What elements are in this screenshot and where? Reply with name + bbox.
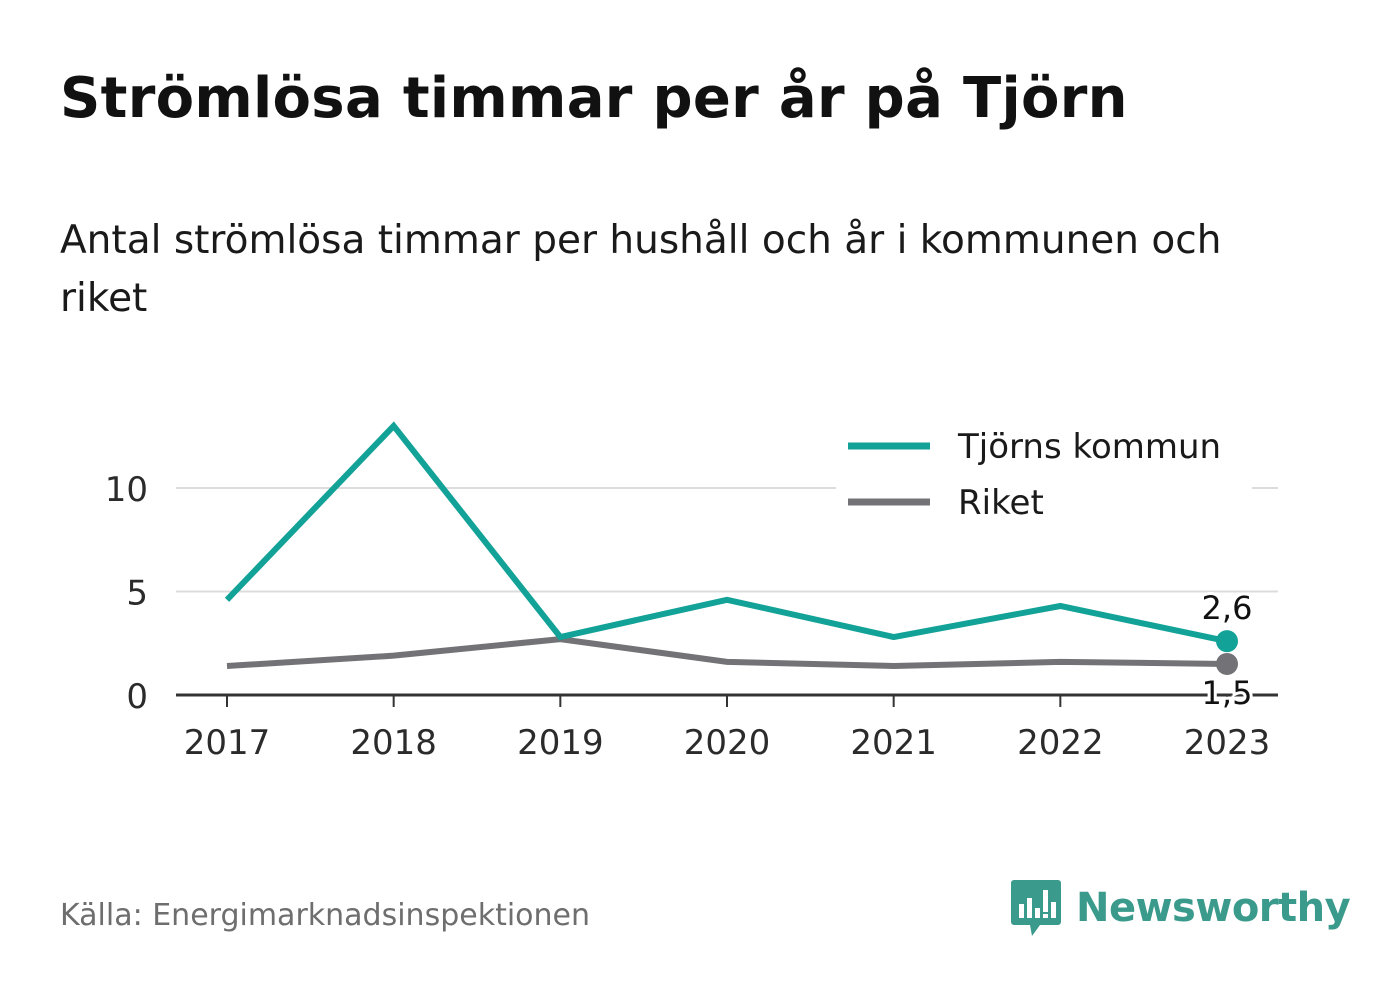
chart-subtitle: Antal strömlösa timmar per hushåll och å… [60, 218, 1222, 321]
x-tick-label: 2017 [184, 723, 271, 763]
end-value-label: 1,5 [1202, 674, 1253, 712]
newsworthy-logo-icon [1011, 880, 1061, 936]
x-axis: 2017 2018 2019 2020 2021 2022 2023 [176, 693, 1278, 763]
brand-name: Newsworthy [1076, 885, 1351, 931]
y-tick-label: 5 [126, 574, 148, 614]
chart-title: Strömlösa timmar per år på Tjörn [60, 66, 1128, 131]
x-tick-label: 2021 [850, 723, 937, 763]
legend: Tjörns kommun Riket [836, 420, 1252, 532]
legend-label: Riket [958, 483, 1044, 523]
end-value-label: 2,6 [1202, 589, 1253, 627]
series-lines [224, 421, 1228, 670]
end-markers: 2,6 1,5 [1199, 586, 1256, 715]
legend-background [836, 420, 1252, 532]
x-tick-label: 2023 [1184, 723, 1271, 763]
x-tick-label: 2020 [684, 723, 771, 763]
y-tick-label: 10 [105, 470, 148, 510]
brand-logo: Newsworthy [1010, 878, 1351, 938]
end-marker [1216, 652, 1238, 675]
end-marker [1216, 630, 1238, 653]
legend-label: Tjörns kommun [957, 427, 1221, 467]
source-note: Källa: Energimarknadsinspektionen [60, 898, 591, 933]
x-tick-label: 2022 [1017, 723, 1104, 763]
y-tick-label: 0 [126, 677, 148, 717]
x-tick-label: 2019 [517, 723, 604, 763]
y-axis-ticks: 0 5 10 [105, 470, 148, 717]
x-tick-label: 2018 [350, 723, 437, 763]
series-line [224, 421, 1228, 645]
series-line [226, 636, 1228, 670]
